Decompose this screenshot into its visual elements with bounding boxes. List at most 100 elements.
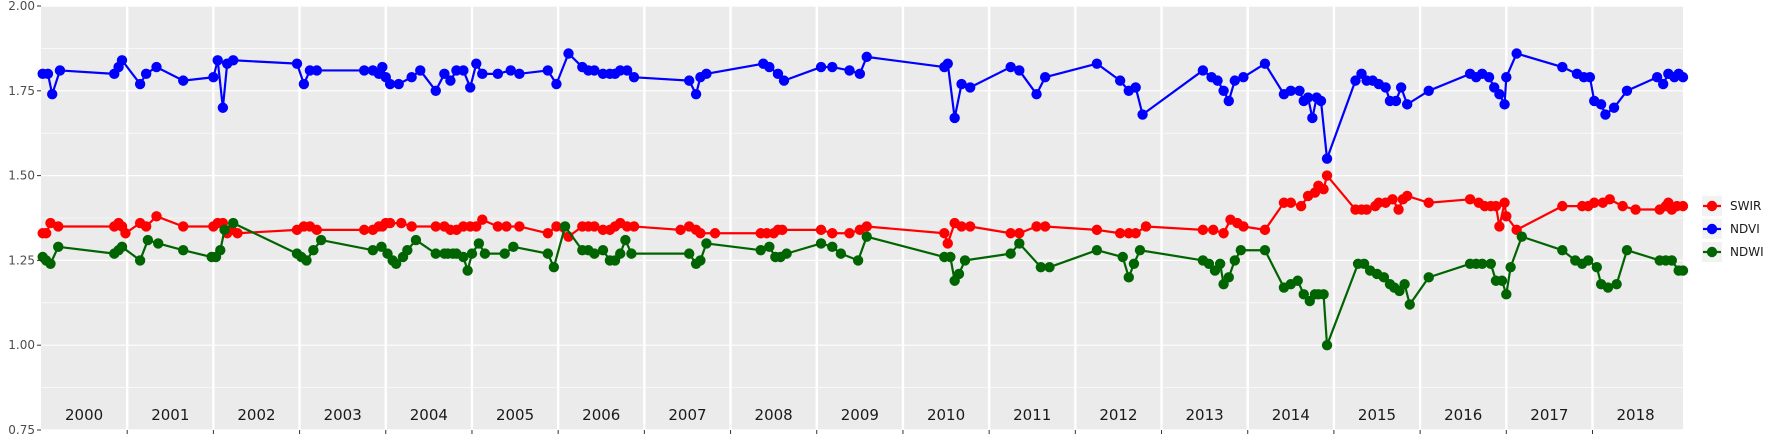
data-point-ndvi bbox=[140, 68, 152, 80]
year-label: 2013 bbox=[1186, 406, 1224, 424]
data-point-ndvi bbox=[827, 61, 838, 73]
data-point-ndvi bbox=[1350, 75, 1361, 86]
data-point-ndvi bbox=[1501, 72, 1512, 83]
data-point-ndvi bbox=[589, 65, 600, 76]
data-point-ndvi bbox=[1197, 65, 1209, 76]
data-point-ndwi bbox=[376, 241, 387, 253]
data-point-ndvi bbox=[217, 102, 229, 113]
data-point-ndvi bbox=[1259, 58, 1271, 69]
data-point-ndwi bbox=[764, 241, 775, 253]
series-ndwi bbox=[37, 217, 1689, 351]
data-point-ndwi bbox=[53, 241, 64, 253]
data-point-swir bbox=[140, 221, 152, 232]
data-point-ndwi bbox=[153, 238, 164, 249]
year-label: 2016 bbox=[1444, 406, 1482, 424]
data-point-swir bbox=[1197, 224, 1209, 236]
year-label: 2002 bbox=[237, 406, 275, 424]
data-point-swir bbox=[53, 221, 64, 232]
data-point-ndvi bbox=[1218, 85, 1229, 97]
data-point-swir bbox=[1677, 200, 1689, 212]
data-point-ndwi bbox=[1035, 261, 1047, 273]
data-point-ndvi bbox=[1595, 99, 1607, 110]
data-point-ndwi bbox=[142, 234, 154, 246]
data-point-ndvi bbox=[1483, 72, 1495, 83]
data-point-ndvi bbox=[54, 65, 66, 76]
data-point-ndvi bbox=[942, 58, 953, 69]
data-point-swir bbox=[359, 224, 370, 236]
data-point-ndvi bbox=[377, 61, 388, 73]
data-point-swir bbox=[1039, 221, 1051, 232]
data-point-swir bbox=[1604, 194, 1615, 205]
y-tick-label: 1.25 bbox=[8, 253, 35, 267]
data-point-ndvi bbox=[445, 75, 456, 86]
year-label: 2001 bbox=[151, 406, 189, 424]
year-label: 2006 bbox=[582, 406, 620, 424]
data-point-ndvi bbox=[628, 72, 640, 83]
data-point-ndwi bbox=[835, 248, 847, 259]
data-point-ndwi bbox=[852, 255, 864, 266]
legend-label: NDWI bbox=[1730, 245, 1764, 259]
data-point-ndvi bbox=[393, 78, 404, 90]
data-point-ndwi bbox=[228, 217, 239, 229]
data-point-swir bbox=[815, 224, 827, 236]
data-point-ndvi bbox=[1137, 109, 1148, 120]
data-point-swir bbox=[709, 228, 721, 239]
data-point-swir bbox=[1490, 200, 1502, 212]
data-point-ndvi bbox=[1014, 65, 1025, 76]
data-point-ndwi bbox=[1005, 248, 1016, 259]
data-point-ndwi bbox=[479, 248, 491, 259]
data-point-ndwi bbox=[301, 255, 312, 266]
data-point-ndwi bbox=[473, 238, 485, 249]
data-point-ndvi bbox=[772, 68, 784, 80]
data-point-ndvi bbox=[621, 65, 633, 76]
data-point-ndvi bbox=[1321, 153, 1333, 164]
data-point-ndwi bbox=[1358, 258, 1370, 269]
data-point-ndwi bbox=[1259, 245, 1271, 256]
data-point-ndwi bbox=[1203, 258, 1215, 269]
data-point-ndvi bbox=[471, 58, 482, 69]
data-point-ndvi bbox=[551, 78, 562, 90]
data-point-ndwi bbox=[1134, 245, 1146, 256]
data-point-swir bbox=[1630, 204, 1641, 215]
data-point-ndvi bbox=[47, 88, 58, 100]
data-point-ndwi bbox=[1476, 258, 1488, 269]
data-point-swir bbox=[1321, 170, 1333, 181]
data-point-ndwi bbox=[215, 245, 226, 256]
data-point-swir bbox=[1140, 221, 1152, 232]
data-point-swir bbox=[1238, 221, 1249, 232]
data-point-swir bbox=[1208, 224, 1219, 236]
data-point-swir bbox=[1393, 204, 1404, 215]
data-point-swir bbox=[542, 228, 554, 239]
data-point-ndwi bbox=[597, 245, 609, 256]
data-point-swir bbox=[861, 221, 872, 232]
year-label: 2011 bbox=[1013, 406, 1051, 424]
data-point-swir bbox=[1295, 200, 1307, 212]
data-point-ndwi bbox=[1582, 255, 1594, 266]
data-point-ndwi bbox=[1557, 245, 1568, 256]
year-label: 2010 bbox=[927, 406, 965, 424]
data-point-ndvi bbox=[430, 85, 441, 97]
data-point-ndwi bbox=[45, 258, 56, 269]
data-point-ndvi bbox=[1223, 95, 1234, 107]
year-label: 2007 bbox=[668, 406, 706, 424]
year-label: 2000 bbox=[65, 406, 103, 424]
data-point-ndwi bbox=[1505, 261, 1516, 273]
year-label: 2003 bbox=[324, 406, 362, 424]
data-point-ndwi bbox=[1214, 258, 1226, 269]
y-axis: 0.75 1.00 1.25 1.50 1.75 2.00 bbox=[8, 0, 41, 437]
data-point-ndvi bbox=[415, 65, 426, 76]
legend-item-ndvi: NDVI bbox=[1702, 219, 1760, 239]
data-point-swir bbox=[695, 228, 706, 239]
data-point-ndwi bbox=[1298, 289, 1309, 300]
series-swir bbox=[37, 170, 1689, 249]
data-point-ndwi bbox=[701, 238, 712, 249]
data-point-ndvi bbox=[458, 65, 469, 76]
data-point-ndvi bbox=[1212, 75, 1223, 86]
data-point-ndvi bbox=[964, 82, 976, 93]
data-point-swir bbox=[1589, 197, 1600, 208]
legend-label: SWIR bbox=[1730, 199, 1761, 213]
data-point-ndwi bbox=[815, 238, 827, 249]
data-point-ndvi bbox=[854, 68, 866, 80]
data-point-ndwi bbox=[861, 231, 872, 242]
data-point-ndvi bbox=[1499, 99, 1510, 110]
